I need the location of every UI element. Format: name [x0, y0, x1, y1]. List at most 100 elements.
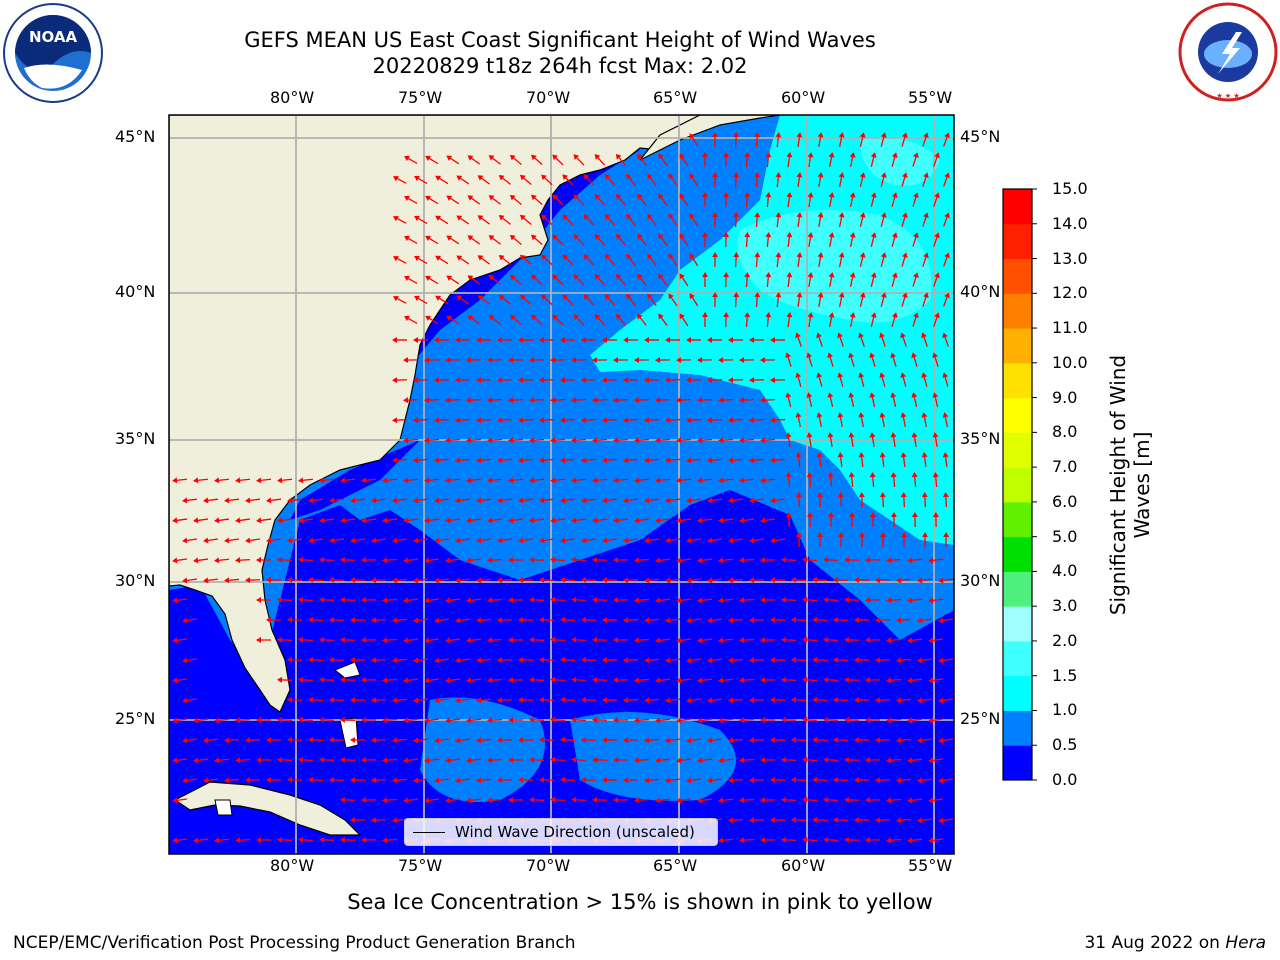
wave-direction-arrow	[886, 717, 902, 724]
wave-direction-arrow	[350, 696, 366, 703]
wave-direction-arrow	[466, 757, 482, 764]
wave-direction-arrow	[707, 737, 723, 744]
wave-direction-arrow	[256, 597, 272, 604]
wave-direction-arrow	[508, 757, 524, 764]
wave-direction-arrow	[634, 477, 650, 484]
wave-direction-arrow	[854, 776, 870, 783]
wave-direction-arrow	[552, 234, 564, 246]
wave-direction-arrow	[858, 332, 865, 347]
wave-direction-arrow	[760, 796, 776, 803]
wave-direction-arrow	[886, 837, 902, 844]
wave-direction-arrow	[498, 295, 511, 305]
wave-direction-arrow	[361, 717, 377, 724]
wave-direction-arrow	[728, 697, 744, 704]
wave-direction-arrow	[637, 233, 647, 246]
wave-direction-arrow	[214, 757, 230, 764]
wave-direction-arrow	[371, 497, 387, 504]
wave-direction-arrow	[203, 537, 219, 544]
wave-direction-arrow	[644, 537, 660, 544]
wave-direction-arrow	[592, 437, 608, 444]
wave-direction-arrow	[404, 315, 418, 324]
wave-direction-arrow	[679, 233, 689, 247]
wave-direction-arrow	[718, 437, 734, 444]
wave-direction-arrow	[592, 636, 608, 643]
wave-direction-arrow	[879, 412, 886, 427]
wave-direction-arrow	[796, 172, 803, 188]
wave-direction-arrow	[413, 497, 429, 504]
wave-direction-arrow	[676, 597, 692, 604]
wave-direction-arrow	[781, 836, 797, 843]
wave-direction-arrow	[891, 312, 898, 327]
wave-direction-arrow	[552, 274, 564, 286]
wave-direction-arrow	[560, 497, 576, 504]
wave-direction-arrow	[467, 275, 481, 285]
wave-direction-arrow	[615, 153, 626, 166]
wave-direction-arrow	[392, 417, 408, 424]
wave-direction-arrow	[392, 577, 408, 584]
wave-direction-arrow	[707, 577, 723, 584]
wave-direction-arrow	[634, 637, 650, 644]
wave-direction-arrow	[689, 213, 699, 227]
wave-direction-arrow	[613, 557, 629, 564]
wave-direction-arrow	[529, 517, 545, 524]
wave-direction-arrow	[733, 252, 740, 268]
wave-direction-arrow	[235, 517, 251, 524]
wave-direction-arrow	[896, 657, 912, 664]
wave-direction-arrow	[668, 173, 678, 187]
wave-direction-arrow	[785, 472, 792, 488]
wave-direction-arrow	[403, 637, 419, 644]
wave-direction-arrow	[686, 497, 702, 504]
wave-direction-arrow	[807, 232, 814, 248]
wave-direction-arrow	[550, 796, 566, 803]
wave-direction-arrow	[739, 677, 755, 684]
wave-direction-arrow	[806, 432, 813, 448]
wave-direction-arrow	[849, 312, 856, 327]
wave-direction-arrow	[539, 576, 555, 583]
wave-direction-arrow	[508, 397, 524, 404]
wave-direction-arrow	[182, 617, 198, 624]
wave-direction-arrow	[466, 477, 482, 484]
wave-direction-arrow	[371, 817, 387, 824]
colorbar-segment	[1003, 675, 1032, 711]
wave-direction-arrow	[911, 392, 918, 407]
wave-direction-arrow	[665, 457, 681, 464]
wave-direction-arrow	[901, 292, 908, 307]
wave-direction-arrow	[859, 132, 866, 147]
colorbar-tick-label: 10.0	[1052, 352, 1088, 372]
wave-direction-arrow	[476, 337, 492, 344]
wave-direction-arrow	[812, 656, 828, 663]
wave-direction-arrow	[466, 797, 482, 804]
wave-direction-arrow	[581, 616, 597, 623]
wave-direction-arrow	[733, 292, 740, 308]
wave-direction-arrow	[875, 777, 891, 784]
colorbar-segment	[1003, 397, 1032, 433]
wave-direction-arrow	[879, 372, 886, 387]
wave-direction-arrow	[644, 377, 660, 384]
wave-direction-arrow	[550, 756, 566, 763]
wave-direction-arrow	[445, 397, 461, 404]
wave-direction-arrow	[668, 253, 678, 267]
wave-direction-arrow	[828, 272, 835, 288]
wave-direction-arrow	[880, 212, 887, 227]
wave-direction-arrow	[413, 657, 429, 664]
wave-direction-arrow	[922, 532, 929, 548]
wave-direction-arrow	[581, 497, 597, 504]
wave-direction-arrow	[592, 756, 608, 763]
wave-direction-arrow	[602, 736, 618, 743]
wave-direction-arrow	[235, 717, 251, 724]
bahamas-island	[334, 661, 361, 679]
wave-direction-arrow	[676, 477, 692, 484]
wave-direction-arrow	[245, 577, 261, 584]
wave-direction-arrow	[728, 777, 744, 784]
wave-direction-arrow	[539, 377, 555, 384]
wave-direction-arrow	[488, 155, 501, 165]
wave-direction-arrow	[518, 776, 534, 783]
wave-direction-arrow	[637, 193, 647, 206]
wave-direction-arrow	[827, 352, 834, 367]
wave-direction-arrow	[172, 717, 188, 724]
lat-tick-right: 40°N	[960, 282, 1001, 301]
wave-direction-arrow	[655, 637, 671, 644]
wave-direction-arrow	[214, 477, 230, 484]
wave-direction-arrow	[571, 437, 587, 444]
wave-direction-arrow	[403, 357, 419, 364]
